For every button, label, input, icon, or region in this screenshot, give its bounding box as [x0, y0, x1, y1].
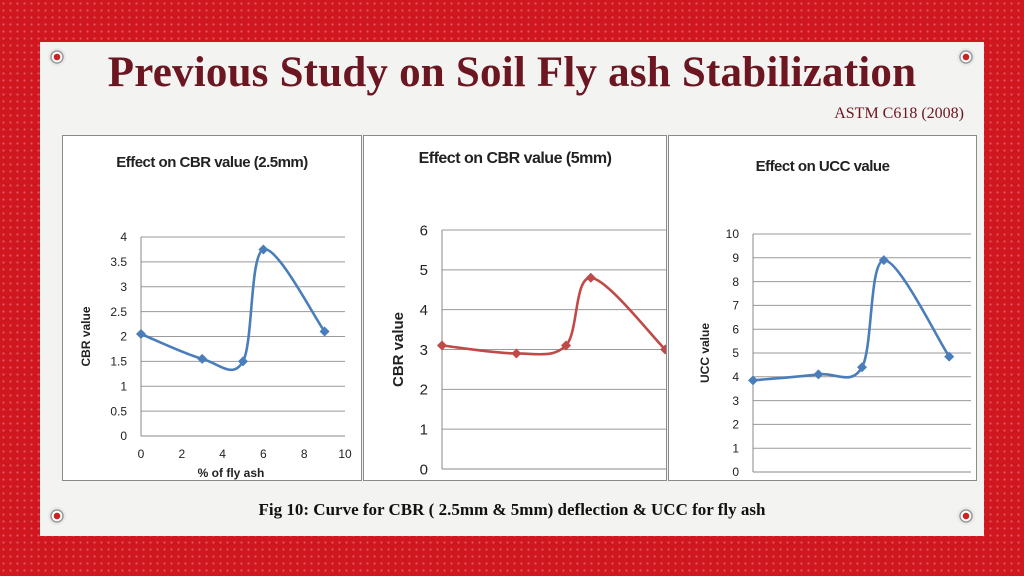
data-point	[319, 326, 330, 337]
y-tick-label: 3	[732, 394, 739, 408]
y-tick-label: 1	[732, 441, 739, 455]
y-tick-label: 2	[420, 382, 428, 399]
data-point	[585, 272, 596, 283]
slide-subtitle: ASTM C618 (2008)	[834, 105, 964, 122]
y-tick-label: 7	[732, 299, 739, 313]
y-tick-label: 8	[732, 275, 739, 289]
pin-bottom-right-icon	[957, 507, 975, 525]
pin-top-left-icon	[48, 48, 66, 66]
y-tick-label: 6	[420, 222, 428, 239]
y-tick-label: 2.5	[110, 305, 127, 319]
data-point	[660, 344, 666, 355]
data-point	[561, 340, 571, 351]
y-tick-label: 4	[420, 302, 428, 319]
y-tick-label: 5	[732, 346, 739, 360]
data-point	[944, 351, 955, 362]
y-tick-label: 1	[420, 421, 428, 438]
y-axis-label: UCC value	[698, 323, 712, 383]
x-tick-label: 0	[138, 447, 145, 461]
y-tick-label: 6	[732, 322, 739, 336]
y-tick-label: 4	[120, 230, 127, 244]
y-tick-label: 1	[120, 379, 127, 393]
data-point	[813, 369, 824, 380]
data-point	[258, 244, 269, 255]
series-line	[751, 258, 951, 382]
y-tick-label: 2	[120, 330, 127, 344]
data-point	[511, 348, 522, 359]
y-tick-label: 4	[732, 370, 739, 384]
y-tick-label: 10	[726, 227, 740, 241]
data-point	[136, 329, 146, 340]
y-tick-label: 5	[420, 262, 428, 279]
x-tick-label: 6	[260, 447, 267, 461]
y-tick-label: 2	[732, 418, 739, 432]
y-tick-label: 3.5	[110, 255, 127, 269]
pin-bottom-left-icon	[48, 507, 66, 525]
y-tick-label: 0.5	[110, 404, 127, 418]
x-tick-label: 10	[338, 447, 352, 461]
x-tick-label: 8	[301, 447, 308, 461]
data-point	[238, 356, 248, 367]
y-axis-label: CBR value	[79, 306, 93, 366]
chart-panel-cbr-5mm: Effect on CBR value (5mm)01234560510% of…	[363, 135, 667, 481]
x-tick-label: 4	[219, 447, 226, 461]
slide-card: Previous Study on Soil Fly ash Stabiliza…	[40, 42, 984, 536]
data-point	[857, 362, 867, 373]
slide-title: Previous Study on Soil Fly ash Stabiliza…	[107, 49, 917, 96]
series-line	[440, 276, 666, 356]
data-point	[878, 255, 889, 266]
chart-panel-cbr-2-5mm: Effect on CBR value (2.5mm) 0 0.5 1 1.5 2 2.5 3…	[62, 135, 362, 481]
y-axis-label: CBR value	[390, 312, 407, 387]
series-line	[139, 248, 326, 372]
chart-cbr-2-5mm: Effect on CBR value (2.5mm) 0 0.5 1 1.5 2 2.5 3…	[79, 154, 352, 480]
data-point	[437, 340, 447, 351]
y-tick-label: 3	[420, 342, 428, 359]
x-axis-label: % of fly ash	[198, 466, 265, 480]
y-tick-label: 3	[120, 280, 127, 294]
y-tick-label: 1.5	[110, 355, 127, 369]
chart-panel-ucc: Effect on UCC value0123456789100510% of …	[668, 135, 977, 481]
pin-top-right-icon	[957, 48, 975, 66]
y-tick-label: 9	[732, 251, 739, 265]
data-point	[748, 375, 758, 386]
chart-title: Effect on CBR value (2.5mm)	[116, 154, 308, 171]
chart-ucc: Effect on UCC value0123456789100510% of …	[698, 158, 971, 479]
data-point	[197, 353, 208, 364]
y-tick-label: 0	[120, 429, 127, 443]
chart-cbr-5mm: Effect on CBR value (5mm)01234560510% of…	[390, 150, 666, 478]
x-tick-label: 2	[178, 447, 185, 461]
y-tick-label: 0	[732, 465, 739, 479]
chart-title: Effect on UCC value	[756, 158, 890, 175]
y-tick-label: 0	[420, 461, 428, 478]
figure-caption: Fig 10: Curve for CBR ( 2.5mm & 5mm) def…	[258, 500, 766, 519]
chart-title: Effect on CBR value (5mm)	[419, 150, 612, 167]
